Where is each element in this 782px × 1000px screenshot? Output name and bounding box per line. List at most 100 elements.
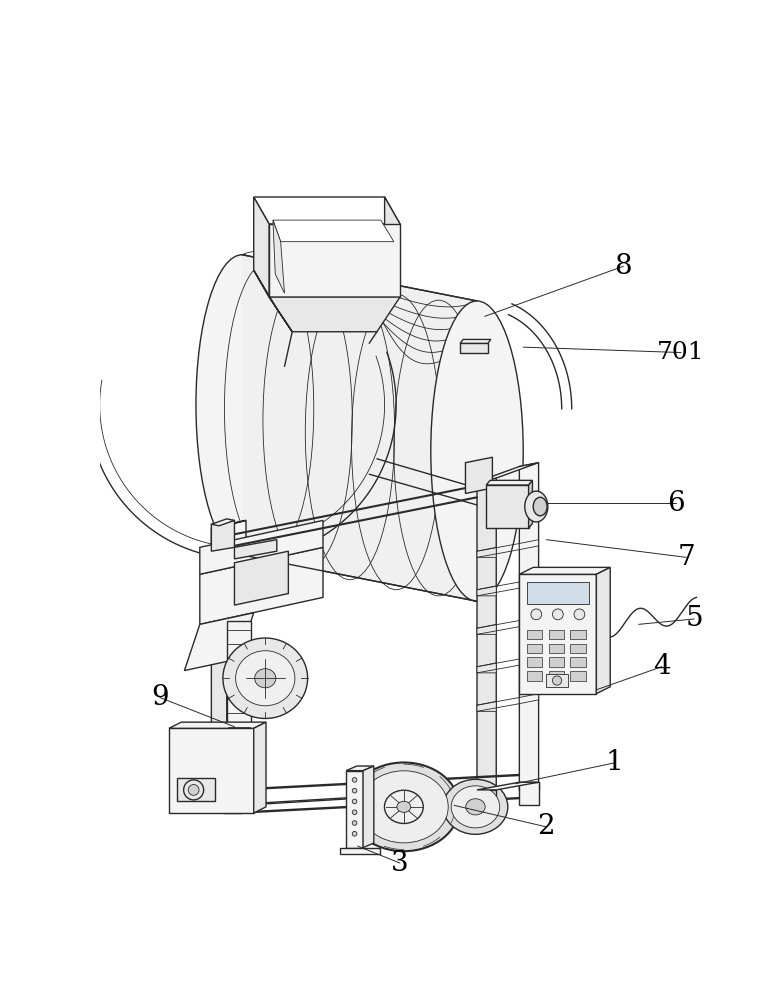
Text: 1: 1 [605, 749, 623, 776]
Polygon shape [477, 663, 497, 673]
Polygon shape [211, 519, 235, 526]
Polygon shape [253, 197, 269, 297]
Ellipse shape [466, 799, 485, 815]
Ellipse shape [352, 799, 357, 804]
Polygon shape [242, 255, 477, 601]
Polygon shape [477, 782, 539, 790]
Bar [527, 657, 543, 667]
Ellipse shape [552, 609, 563, 620]
Polygon shape [519, 655, 539, 665]
Polygon shape [519, 694, 539, 704]
Bar [227, 620, 251, 728]
Bar [570, 671, 586, 681]
Polygon shape [253, 270, 292, 332]
Ellipse shape [525, 491, 548, 522]
Text: 4: 4 [653, 653, 671, 680]
Text: 6: 6 [667, 490, 684, 517]
Ellipse shape [360, 771, 448, 843]
Ellipse shape [184, 780, 203, 800]
Text: 2: 2 [537, 813, 555, 840]
Ellipse shape [349, 762, 459, 851]
Ellipse shape [552, 676, 561, 685]
Polygon shape [477, 624, 497, 634]
Polygon shape [460, 339, 491, 343]
Polygon shape [185, 613, 253, 671]
Ellipse shape [352, 821, 357, 825]
Ellipse shape [531, 609, 542, 620]
Bar [177, 778, 215, 801]
Polygon shape [235, 540, 277, 559]
Bar [570, 630, 586, 639]
Ellipse shape [223, 638, 307, 718]
Ellipse shape [397, 801, 411, 812]
Polygon shape [519, 782, 539, 805]
Polygon shape [211, 524, 227, 801]
Ellipse shape [255, 669, 276, 688]
Bar [527, 644, 543, 653]
Ellipse shape [385, 790, 423, 823]
Polygon shape [200, 520, 323, 574]
Bar [549, 630, 564, 639]
Ellipse shape [443, 779, 508, 834]
Polygon shape [477, 463, 539, 482]
Polygon shape [465, 457, 493, 493]
Bar [460, 343, 488, 353]
Polygon shape [223, 790, 242, 813]
Polygon shape [477, 701, 497, 711]
Text: 5: 5 [685, 605, 703, 632]
Ellipse shape [352, 788, 357, 793]
Bar [486, 485, 529, 528]
Polygon shape [385, 197, 400, 297]
Bar [527, 671, 543, 681]
Bar [549, 644, 564, 653]
Text: 9: 9 [151, 684, 169, 711]
Ellipse shape [188, 785, 199, 795]
Ellipse shape [352, 810, 357, 815]
Polygon shape [486, 480, 533, 485]
Polygon shape [363, 766, 374, 848]
Bar [570, 657, 586, 667]
Ellipse shape [352, 778, 357, 782]
Polygon shape [211, 520, 235, 551]
Polygon shape [231, 520, 246, 794]
Bar [547, 674, 568, 687]
Bar [549, 671, 564, 681]
Polygon shape [477, 586, 497, 596]
Ellipse shape [451, 786, 500, 828]
Polygon shape [269, 297, 400, 332]
Polygon shape [269, 224, 400, 297]
Polygon shape [253, 722, 266, 813]
Polygon shape [346, 771, 363, 848]
Polygon shape [211, 520, 246, 528]
Text: 3: 3 [391, 850, 409, 877]
Bar [570, 644, 586, 653]
Bar [527, 582, 589, 604]
Polygon shape [529, 480, 533, 528]
Polygon shape [519, 540, 539, 550]
Polygon shape [477, 478, 497, 790]
Ellipse shape [235, 651, 295, 706]
Polygon shape [235, 551, 289, 605]
Polygon shape [169, 722, 266, 728]
Ellipse shape [196, 255, 289, 555]
Bar [549, 657, 564, 667]
Polygon shape [519, 463, 539, 790]
Polygon shape [223, 774, 539, 790]
Ellipse shape [574, 609, 585, 620]
Polygon shape [273, 220, 394, 242]
Text: 7: 7 [677, 544, 695, 571]
Polygon shape [519, 567, 610, 574]
Polygon shape [253, 197, 400, 224]
Text: 701: 701 [658, 341, 705, 364]
Polygon shape [273, 220, 285, 293]
Ellipse shape [431, 301, 523, 601]
Polygon shape [597, 567, 610, 694]
Bar [527, 630, 543, 639]
Ellipse shape [533, 497, 547, 516]
Text: 8: 8 [615, 253, 632, 280]
Polygon shape [200, 547, 323, 624]
Polygon shape [223, 798, 539, 813]
Polygon shape [346, 766, 374, 771]
Polygon shape [477, 790, 497, 813]
Bar [169, 728, 253, 813]
